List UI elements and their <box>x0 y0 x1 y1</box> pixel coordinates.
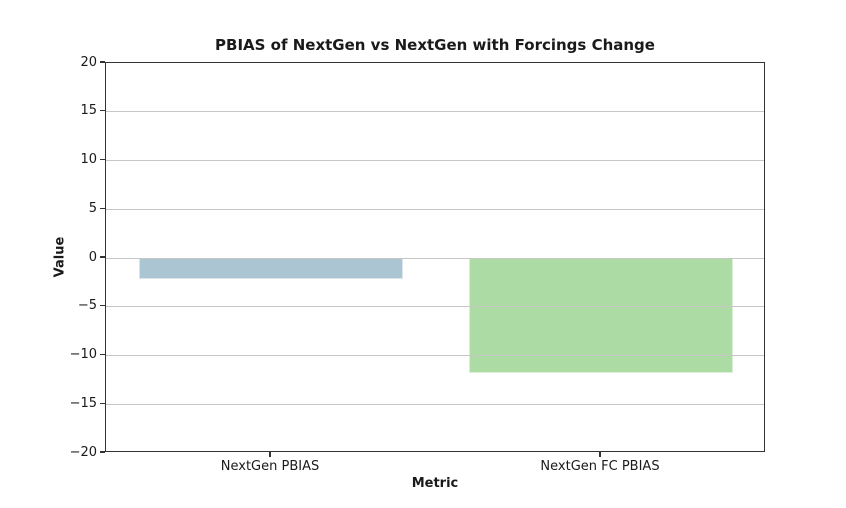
gridline-y--10 <box>106 355 764 356</box>
y-tick-mark <box>100 61 105 63</box>
gridline-y-5 <box>106 208 764 210</box>
gridline-y-10 <box>106 160 764 161</box>
y-tick-label: 10 <box>80 152 97 167</box>
x-tick-mark <box>599 452 601 457</box>
y-tick-label: −10 <box>69 347 97 362</box>
y-tick-label: −20 <box>69 444 97 460</box>
x-tick-label-nextgen-pbias: NextGen PBIAS <box>220 459 320 474</box>
y-tick-mark <box>100 305 105 307</box>
y-tick-label: −15 <box>69 395 97 411</box>
gridline-y--5 <box>106 306 764 308</box>
x-axis-label: Metric <box>411 476 459 491</box>
y-tick-mark <box>100 207 105 209</box>
plot-area <box>105 62 765 452</box>
y-tick-label: 20 <box>80 54 97 70</box>
gridline-y-0 <box>106 257 764 259</box>
gridline-y--15 <box>106 403 764 405</box>
x-tick-label-nextgen-fc-pbias: NextGen FC PBIAS <box>540 459 660 474</box>
y-tick-label: 5 <box>88 200 97 216</box>
y-tick-mark <box>100 256 105 258</box>
chart-title: PBIAS of NextGen vs NextGen with Forcing… <box>215 36 655 54</box>
y-tick-mark <box>100 402 105 404</box>
y-tick-mark <box>100 110 105 112</box>
bar-nextgen-pbias <box>139 258 403 280</box>
y-tick-label: 0 <box>88 249 97 265</box>
bar-nextgen-fc-pbias <box>469 258 733 374</box>
gridline-y-15 <box>106 111 764 113</box>
y-tick-mark <box>100 158 105 161</box>
y-tick-mark <box>100 451 105 453</box>
y-tick-label: −5 <box>77 298 97 314</box>
y-tick-label: 15 <box>80 103 97 119</box>
y-tick-mark <box>100 353 105 356</box>
x-tick-mark <box>269 452 271 457</box>
